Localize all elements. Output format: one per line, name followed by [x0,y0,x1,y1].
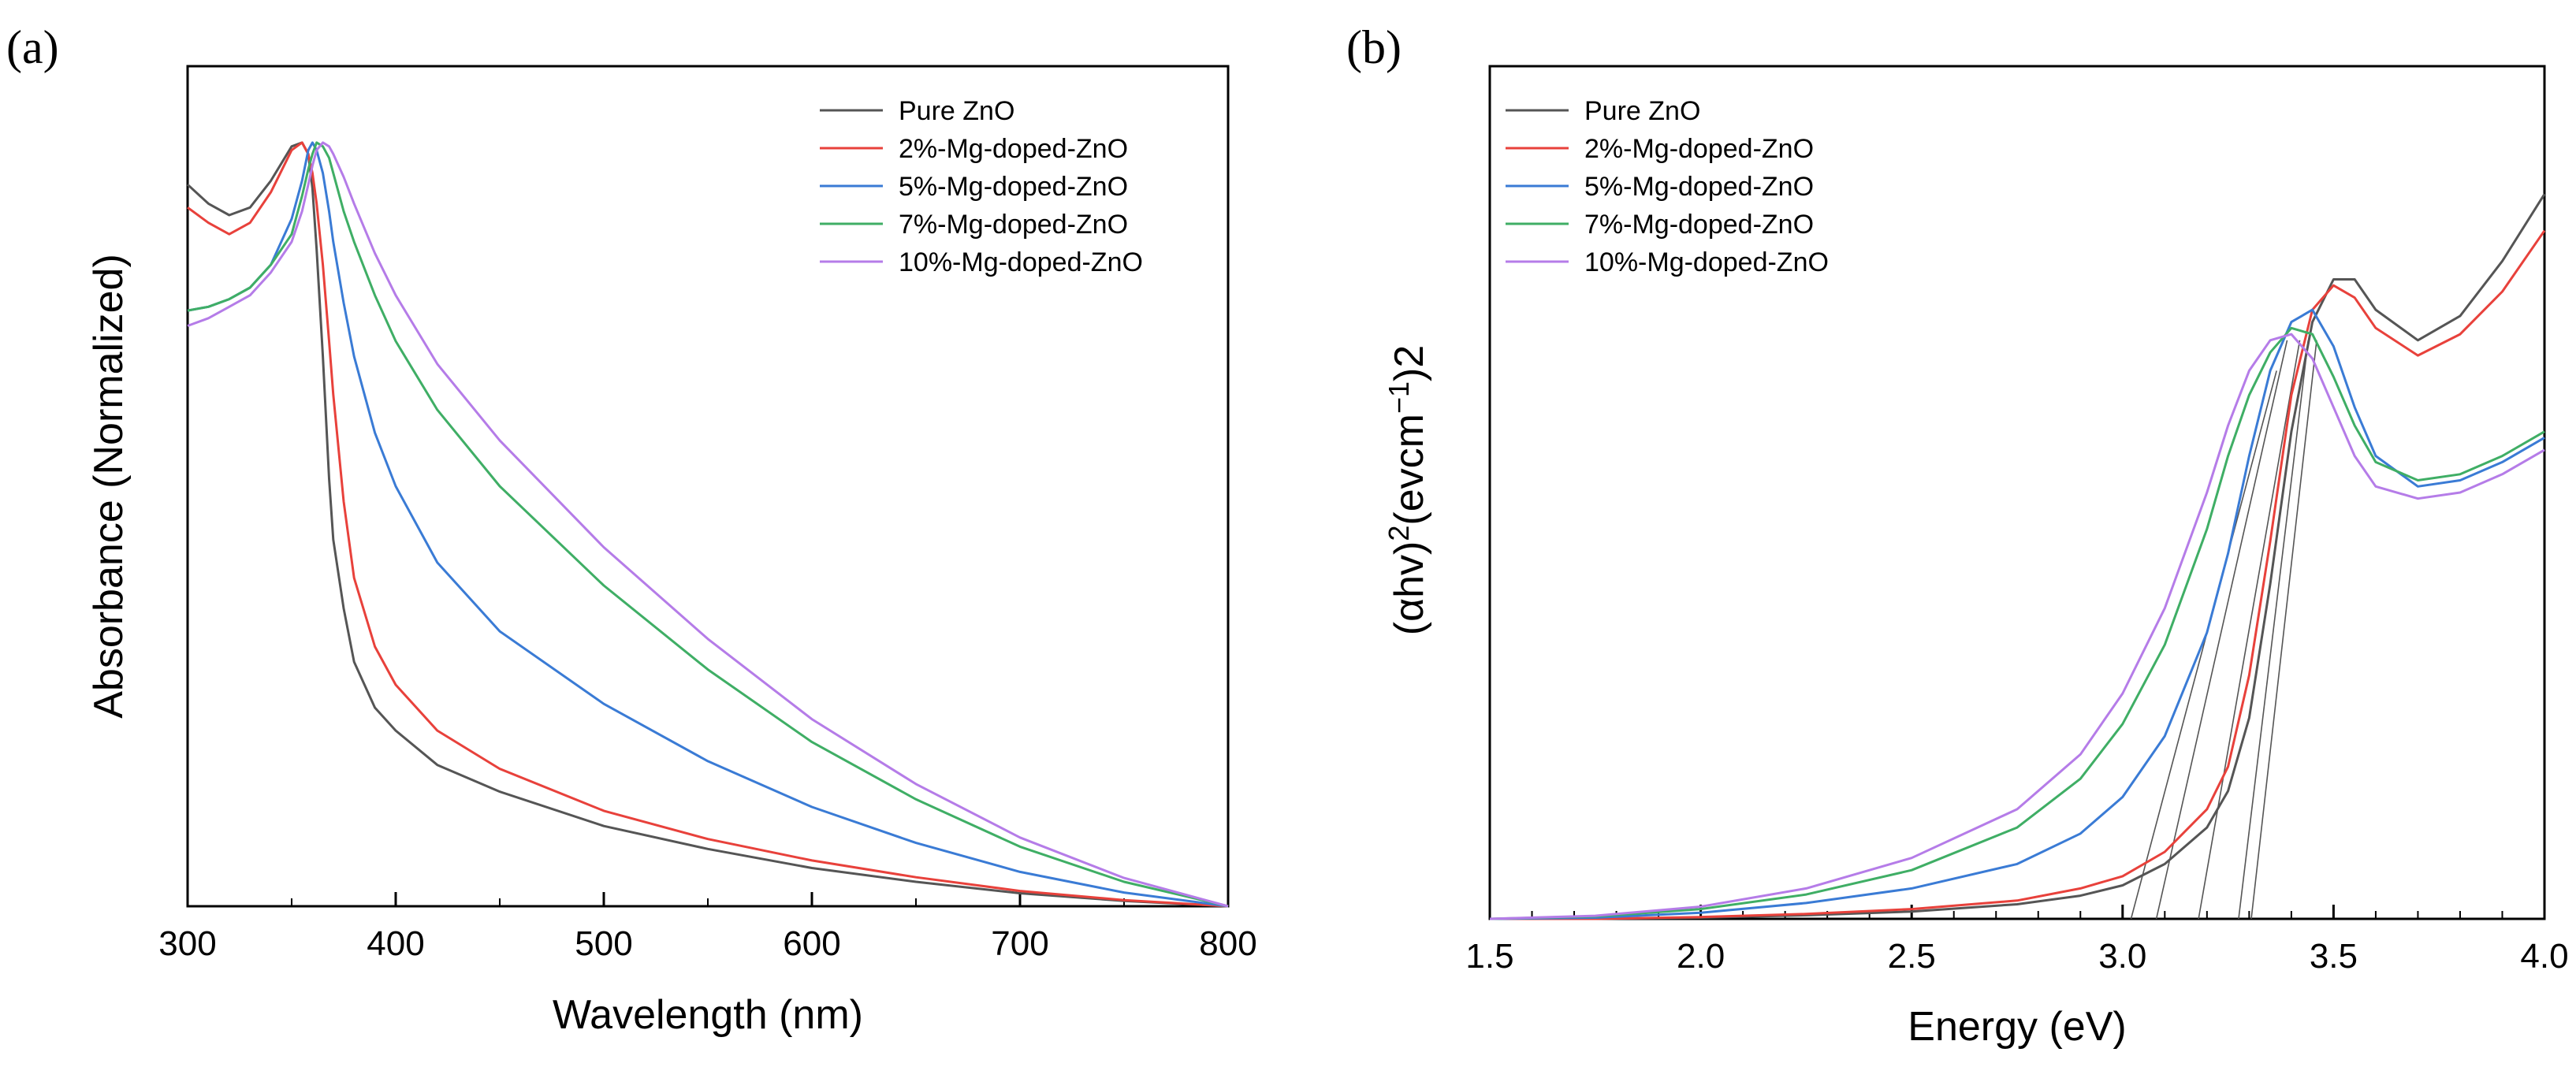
panel-a-x-tick-label: 800 [1199,924,1256,963]
tangent-line [2250,340,2317,920]
panel-b-legend: Pure ZnO 2%-Mg-doped-ZnO 5%-Mg-doped-ZnO 7%… [1506,96,1829,277]
series-line-pure-zno [1490,193,2546,920]
panel-b-y-axis-title-part-1: (αhv) [1387,541,1432,636]
panel-a-x-tick-label: 600 [783,924,840,963]
panel-b-x-tick-label: 2.5 [1888,937,1936,976]
panel-b-tangent-lines [2130,340,2317,920]
legend-label: Pure ZnO [899,96,1014,126]
tangent-line [2198,340,2301,920]
panel-a-absorbance-chart: (a) 300 400 500 600 700 800 Pure ZnO 2%-Mg-dop… [6,21,1257,1038]
panel-b-y-axis-title: (αhv)2(evcm−1)2 [1383,345,1432,636]
legend-label: Pure ZnO [1584,96,1700,126]
panel-b-series-group [1489,193,2546,920]
panel-a-x-ticks: 300 400 500 600 700 800 [158,892,1257,963]
panel-a-x-axis-title: Wavelength (nm) [553,992,863,1038]
panel-b-x-axis-title: Energy (eV) [1908,1004,2126,1050]
panel-b-label: (b) [1346,21,1402,73]
series-line-2-mg-doped-zno [187,141,1229,908]
panel-a-legend: Pure ZnO 2%-Mg-doped-ZnO 5%-Mg-doped-ZnO 7%… [820,96,1143,277]
series-line-10-mg-doped-zno [187,141,1229,908]
panel-a-series-group [186,141,1229,908]
panel-b-y-axis-title-sup-1: 2 [1383,526,1415,541]
legend-label: 10%-Mg-doped-ZnO [899,247,1143,277]
panel-a-x-tick-label: 300 [158,924,216,963]
legend-label: 10%-Mg-doped-ZnO [1584,247,1829,277]
legend-label: 2%-Mg-doped-ZnO [1584,134,1814,164]
panel-b-x-tick-label: 3.5 [2310,937,2358,976]
series-line-10-mg-doped-zno [1489,333,2545,920]
panel-b-x-tick-label: 4.0 [2520,937,2568,976]
series-line-7-mg-doped-zno [187,141,1229,908]
series-line-pure-zno [186,141,1229,908]
panel-b-x-ticks: 1.5 2.0 2.5 3.0 3.5 4.0 [1465,905,2569,976]
tangent-line [2238,340,2310,920]
panel-a-label: (a) [6,21,59,73]
panel-b-y-axis-title-sup-2: −1 [1383,381,1415,414]
series-line-2-mg-doped-zno [1490,229,2546,920]
panel-a-x-tick-label: 500 [575,924,632,963]
panel-a-x-tick-label: 400 [367,924,424,963]
legend-label: 5%-Mg-doped-ZnO [1584,172,1814,202]
legend-label: 7%-Mg-doped-ZnO [1584,210,1814,240]
panel-b-x-tick-label: 1.5 [1465,937,1513,976]
panel-b-plot-frame [1488,65,2546,920]
panel-b-y-axis-title-part-3: )2 [1387,345,1432,381]
panel-b-x-tick-label: 3.0 [2098,937,2146,976]
series-line-5-mg-doped-zno [187,141,1229,908]
panel-a-y-axis-title: Absorbance (Normalized) [86,254,132,719]
series-line-7-mg-doped-zno [1489,326,2545,920]
panel-b-tauc-plot: (b) 1.5 2.0 2.5 3.0 3.5 4.0 Pure ZnO 2%-Mg-dop… [1346,21,2569,1050]
legend-label: 7%-Mg-doped-ZnO [899,210,1128,240]
panel-a-x-tick-label: 700 [991,924,1048,963]
tangent-line [2155,340,2288,920]
tangent-line [2130,370,2277,920]
panel-b-y-axis-title-part-2: (evcm [1387,414,1432,526]
legend-label: 5%-Mg-doped-ZnO [899,172,1128,202]
legend-label: 2%-Mg-doped-ZnO [899,134,1128,164]
panel-b-x-tick-label: 2.0 [1677,937,1725,976]
